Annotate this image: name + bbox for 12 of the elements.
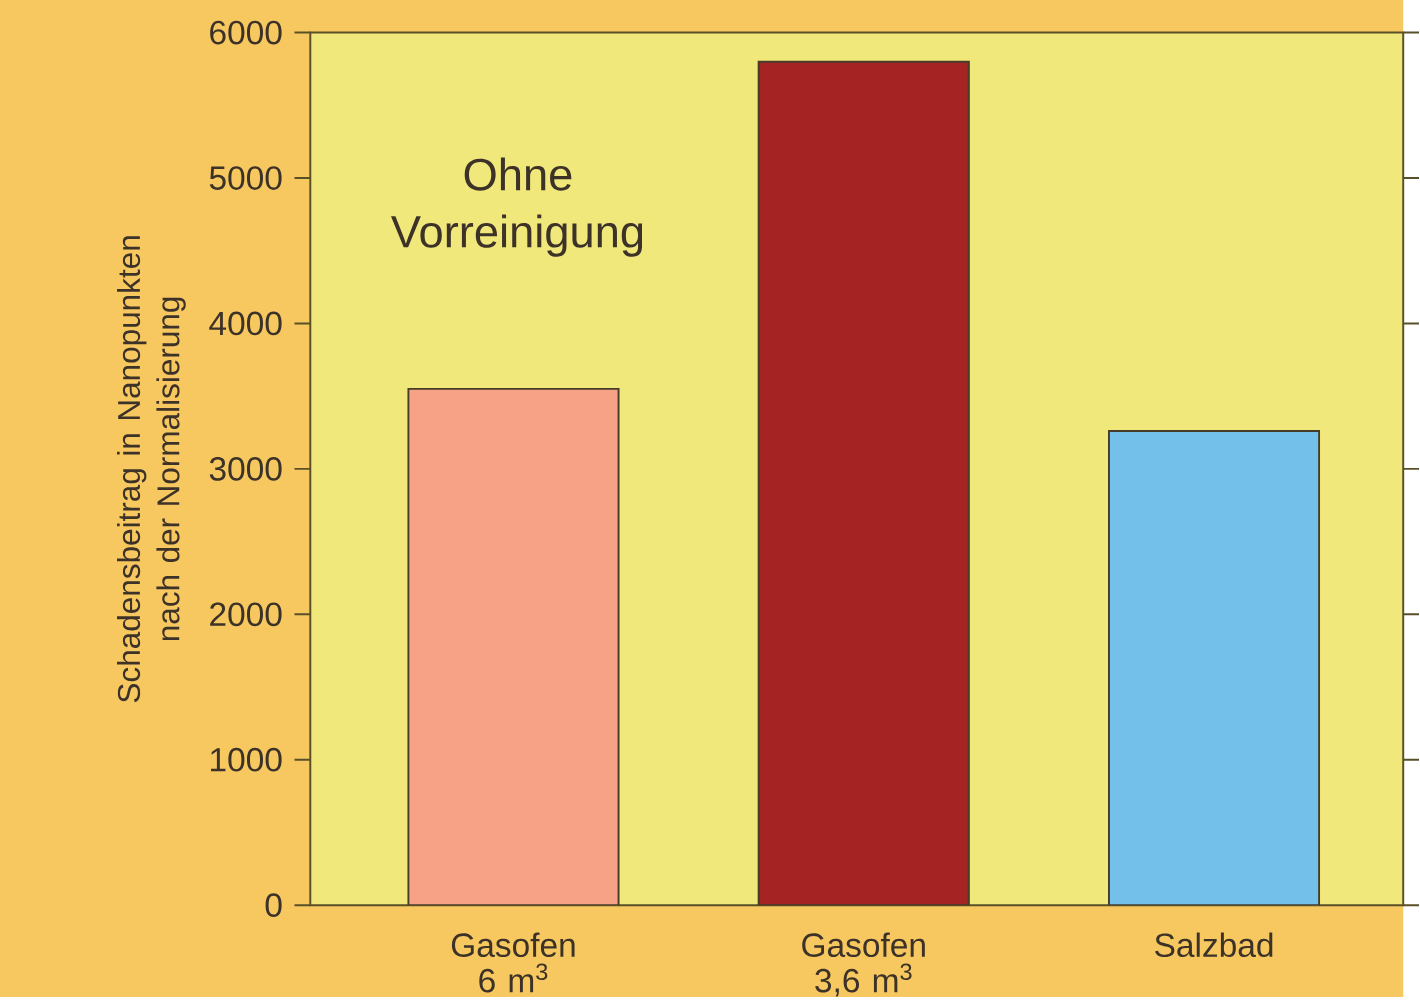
x-tick-label: Salzbad <box>1155 932 1273 958</box>
annotation: Ohne Vorreinigung <box>390 157 643 257</box>
y-tick-label: 1000 <box>211 748 282 772</box>
x-tick-label: Gasofen 6 m$^{3}$ <box>451 932 575 993</box>
y-tick-label: 5000 <box>209 166 282 191</box>
y-tick-label: 6000 <box>210 20 282 45</box>
y-axis-title: Schadensbeitrag in Nanopunkten nach der Normalisierung <box>117 236 186 703</box>
y-tick-label: 2000 <box>210 602 282 627</box>
x-tick-label: Gasofen 3,6 m$^{3}$ <box>802 932 925 997</box>
y-tick-label: 4000 <box>209 311 282 336</box>
y-tick-label: 0 <box>265 893 282 918</box>
y-tick-label: 3000 <box>209 457 282 481</box>
